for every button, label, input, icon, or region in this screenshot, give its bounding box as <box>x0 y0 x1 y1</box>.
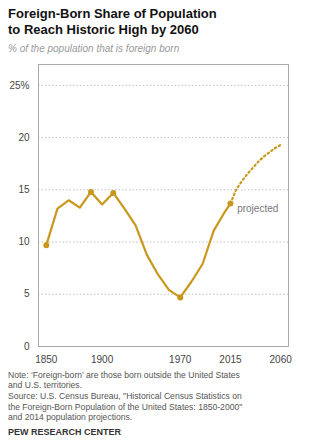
svg-text:15: 15 <box>18 184 30 195</box>
svg-text:0: 0 <box>24 340 30 351</box>
html-text:Foreign-Born Share of Populati: Foreign-Born Share of Population to Reac… <box>8 6 217 38</box>
html-text:PEW RESEARCH CENTER: PEW RESEARCH CENTER <box>8 427 121 438</box>
html-text:and 2014 population projection: and 2014 population projections. <box>8 412 133 423</box>
svg-text:20: 20 <box>18 131 30 142</box>
svg-text:10: 10 <box>18 236 30 247</box>
html-text:and U.S. territories.: and U.S. territories. <box>8 380 82 391</box>
svg-text:2015: 2015 <box>219 353 242 364</box>
svg-text:projected: projected <box>237 202 278 213</box>
svg-text:1900: 1900 <box>91 353 114 364</box>
html-text:Source: U.S. Census Bureau, "H: Source: U.S. Census Bureau, "Historical … <box>8 391 242 401</box>
html-text:% of the population that is fo: % of the population that is foreign born <box>8 42 180 54</box>
svg-text:5: 5 <box>24 288 30 299</box>
svg-text:1850: 1850 <box>35 353 58 364</box>
svg-text:2060: 2060 <box>270 353 293 364</box>
html-text:Note: ‘Foreign-born’ are those: Note: ‘Foreign-born’ are those born outs… <box>8 369 240 380</box>
svg-text:1970: 1970 <box>169 353 192 364</box>
html-text:the Foreign-Born Population of: the Foreign-Born Population of the Unite… <box>8 401 243 412</box>
svg-text:25%: 25% <box>9 79 29 90</box>
